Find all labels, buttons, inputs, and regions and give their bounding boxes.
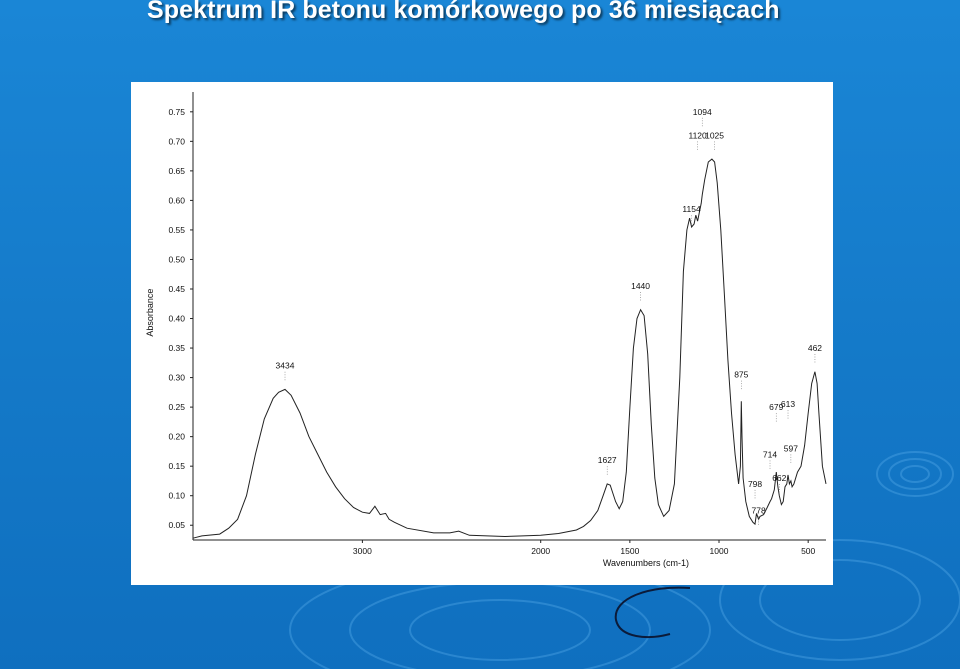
y-axis-label: Absorbance xyxy=(145,289,155,337)
chart-axes xyxy=(192,92,826,541)
x-tick-label: 3000 xyxy=(353,546,372,556)
x-tick-label: 2000 xyxy=(531,546,550,556)
peak-label: 1094 xyxy=(693,107,712,117)
y-tick-label: 0.75 xyxy=(168,107,185,117)
x-tick-label: 1500 xyxy=(620,546,639,556)
y-tick-label: 0.30 xyxy=(168,373,185,383)
peak-label: 662 xyxy=(772,473,786,483)
peak-labels: 3434 1627 1440 1154 1120 1094 1025 875 798 778 714… xyxy=(276,107,822,526)
peak-label: 778 xyxy=(752,505,766,515)
peak-label: 462 xyxy=(808,343,822,353)
y-tick-label: 0.35 xyxy=(168,343,185,353)
x-axis-label: Wavenumbers (cm-1) xyxy=(603,558,689,568)
peak-label: 714 xyxy=(763,449,777,459)
peak-label: 613 xyxy=(781,399,795,409)
y-tick-label: 0.40 xyxy=(168,314,185,324)
peak-label: 1440 xyxy=(631,281,650,291)
y-tick-label: 0.20 xyxy=(168,432,185,442)
peak-label: 1120 xyxy=(688,130,707,140)
x-tick-label: 1000 xyxy=(710,546,729,556)
x-tick-label: 500 xyxy=(801,546,815,556)
peak-label: 1154 xyxy=(682,204,701,214)
y-tick-label: 0.45 xyxy=(168,284,185,294)
x-ticks: 3000 2000 1500 1000 500 xyxy=(353,540,816,556)
y-tick-label: 0.60 xyxy=(168,195,185,205)
y-tick-label: 0.65 xyxy=(168,166,185,176)
peak-label: 597 xyxy=(784,443,798,453)
peak-label: 798 xyxy=(748,479,762,489)
y-tick-label: 0.50 xyxy=(168,254,185,264)
y-tick-label: 0.55 xyxy=(168,225,185,235)
peak-label: 1627 xyxy=(598,455,617,465)
peak-label: 3434 xyxy=(276,361,295,371)
peak-label: 875 xyxy=(734,370,748,380)
y-ticks: 0.75 0.70 0.65 0.60 0.55 0.50 0.45 0.40 0.35 0.30… xyxy=(168,107,193,530)
peak-label: 679 xyxy=(769,402,783,412)
y-tick-label: 0.25 xyxy=(168,402,185,412)
chart-svg: 0.75 0.70 0.65 0.60 0.55 0.50 0.45 0.40 0.35 0.30… xyxy=(145,92,827,568)
series-line-spectrum xyxy=(192,158,827,539)
ir-spectrum-chart: 0.75 0.70 0.65 0.60 0.55 0.50 0.45 0.40 0.35 0.30… xyxy=(131,82,833,585)
y-tick-label: 0.70 xyxy=(168,136,185,146)
slide-title: Spektrum IR betonu komórkowego po 36 mie… xyxy=(147,0,780,24)
y-tick-label: 0.10 xyxy=(168,491,185,501)
y-tick-label: 0.15 xyxy=(168,461,185,471)
y-tick-label: 0.05 xyxy=(168,520,185,530)
peak-label: 1025 xyxy=(705,130,724,140)
